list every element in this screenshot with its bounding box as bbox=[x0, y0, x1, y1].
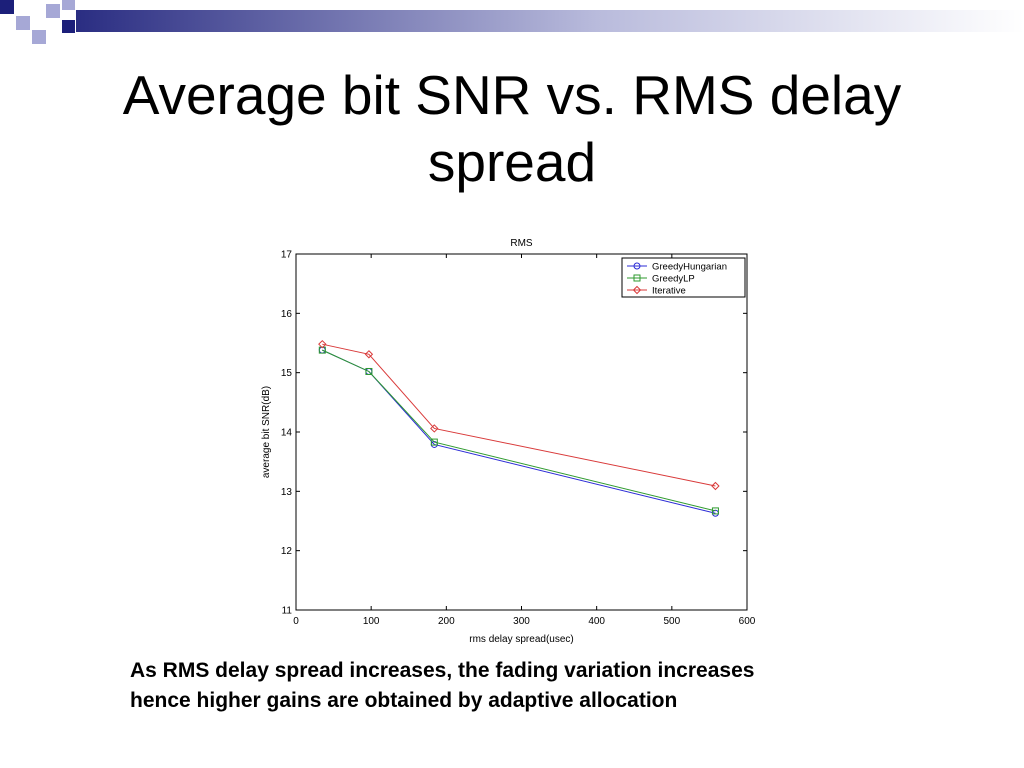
slide-title: Average bit SNR vs. RMS delay spread bbox=[122, 64, 902, 193]
legend-label-greedyhungarian: GreedyHungarian bbox=[652, 262, 727, 273]
legend-label-greedylp: GreedyLP bbox=[652, 274, 695, 285]
header-decoration bbox=[0, 0, 1024, 44]
y-tick-label: 14 bbox=[281, 428, 293, 439]
plot-area bbox=[295, 253, 748, 611]
legend-marker-greedyhungarian bbox=[633, 262, 641, 270]
x-axis-label: rms delay spread(usec) bbox=[469, 634, 573, 645]
legend-label-iterative: Iterative bbox=[652, 286, 686, 297]
data-point-iterative bbox=[430, 424, 439, 433]
data-point-iterative bbox=[318, 339, 327, 349]
legend-marker-iterative bbox=[632, 285, 642, 295]
x-tick-label: 300 bbox=[513, 616, 530, 627]
x-tick-label: 200 bbox=[438, 616, 455, 627]
y-tick-label: 12 bbox=[281, 546, 293, 557]
y-axis-label: average bit SNR(dB) bbox=[261, 386, 272, 478]
header-gradient-bar bbox=[76, 10, 1024, 32]
corner-square bbox=[46, 4, 60, 18]
slide-caption: As RMS delay spread increases, the fadin… bbox=[130, 656, 950, 716]
y-tick-label: 13 bbox=[281, 487, 293, 498]
corner-square bbox=[62, 20, 75, 33]
y-tick-label: 15 bbox=[281, 368, 293, 379]
corner-square bbox=[32, 30, 46, 44]
caption-line-1: As RMS delay spread increases, the fadin… bbox=[130, 659, 755, 682]
data-point-iterative bbox=[364, 350, 374, 359]
chart-title: RMS bbox=[510, 238, 533, 249]
data-point-greedylp bbox=[711, 507, 719, 515]
x-tick-label: 400 bbox=[588, 616, 605, 627]
y-tick-label: 11 bbox=[282, 606, 293, 617]
series-line-iterative bbox=[322, 343, 716, 487]
legend-marker-greedylp bbox=[633, 274, 641, 282]
corner-square bbox=[62, 0, 75, 10]
series-line-greedylp bbox=[322, 349, 716, 512]
line-chart: 0 100 200 300 400 500 600 11 12 13 14 15 16 17 RMS rms … bbox=[255, 228, 765, 653]
caption-line-2: hence higher gains are obtained by adapt… bbox=[130, 689, 678, 712]
y-tick-label: 16 bbox=[281, 309, 293, 320]
x-tick-label: 0 bbox=[293, 616, 299, 627]
data-point-iterative bbox=[711, 481, 720, 491]
data-point-greedylp bbox=[365, 367, 373, 375]
y-tick-label: 17 bbox=[281, 250, 293, 261]
corner-square bbox=[0, 0, 14, 14]
corner-square bbox=[16, 16, 30, 30]
x-tick-label: 600 bbox=[739, 616, 756, 627]
x-tick-label: 500 bbox=[663, 616, 680, 627]
x-tick-label: 100 bbox=[363, 616, 380, 627]
data-point-greedylp bbox=[430, 438, 438, 446]
